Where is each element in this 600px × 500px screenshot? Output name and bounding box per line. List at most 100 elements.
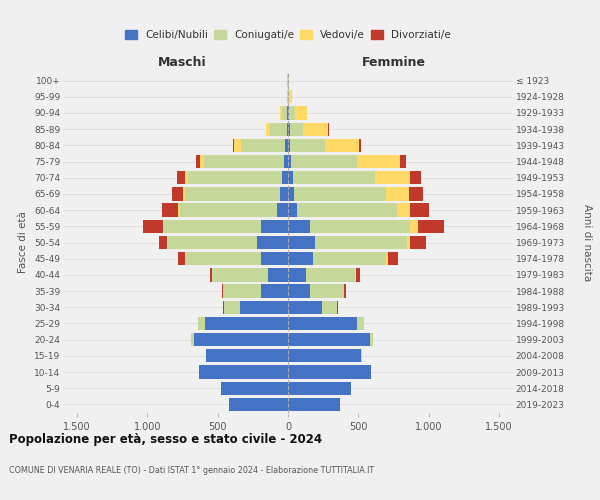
Bar: [212, 268, 268, 281]
Bar: [222, 284, 223, 298]
Bar: [410, 236, 427, 249]
Bar: [288, 188, 295, 200]
Bar: [355, 268, 356, 281]
Bar: [160, 236, 167, 249]
Bar: [359, 138, 361, 152]
Bar: [386, 252, 388, 266]
Text: Popolazione per età, sesso e stato civile - 2024: Popolazione per età, sesso e stato civil…: [9, 432, 322, 446]
Bar: [200, 155, 204, 168]
Bar: [266, 122, 271, 136]
Bar: [358, 155, 400, 168]
Bar: [287, 106, 288, 120]
Bar: [260, 284, 288, 298]
Bar: [162, 204, 178, 217]
Bar: [310, 220, 410, 233]
Bar: [205, 317, 288, 330]
Bar: [290, 122, 303, 136]
Bar: [280, 188, 288, 200]
Bar: [288, 171, 293, 184]
Bar: [376, 171, 410, 184]
Bar: [224, 300, 240, 314]
Bar: [183, 188, 185, 200]
Bar: [288, 155, 291, 168]
Bar: [288, 106, 289, 120]
Bar: [286, 138, 288, 152]
Bar: [400, 155, 406, 168]
Bar: [257, 236, 288, 249]
Bar: [288, 236, 316, 249]
Bar: [288, 122, 290, 136]
Bar: [288, 366, 371, 378]
Bar: [260, 252, 288, 266]
Bar: [261, 220, 288, 233]
Bar: [288, 252, 313, 266]
Bar: [204, 155, 284, 168]
Bar: [410, 171, 421, 184]
Bar: [223, 284, 260, 298]
Bar: [221, 382, 288, 395]
Bar: [397, 204, 410, 217]
Bar: [178, 204, 180, 217]
Bar: [233, 138, 235, 152]
Bar: [316, 236, 407, 249]
Bar: [185, 188, 280, 200]
Legend: Celibi/Nubili, Coniugati/e, Vedovi/e, Divorziati/e: Celibi/Nubili, Coniugati/e, Vedovi/e, Di…: [125, 30, 451, 40]
Bar: [297, 204, 397, 217]
Text: Maschi: Maschi: [158, 56, 207, 70]
Bar: [386, 188, 409, 200]
Bar: [199, 366, 288, 378]
Bar: [282, 106, 287, 120]
Bar: [418, 220, 444, 233]
Bar: [206, 349, 288, 362]
Bar: [168, 236, 257, 249]
Bar: [164, 220, 261, 233]
Y-axis label: Fasce di età: Fasce di età: [19, 212, 28, 274]
Bar: [288, 268, 305, 281]
Bar: [407, 236, 410, 249]
Bar: [289, 106, 295, 120]
Bar: [284, 155, 288, 168]
Bar: [229, 398, 288, 411]
Bar: [198, 317, 205, 330]
Bar: [288, 300, 322, 314]
Text: COMUNE DI VENARIA REALE (TO) - Dati ISTAT 1° gennaio 2024 - Elaborazione TUTTITA: COMUNE DI VENARIA REALE (TO) - Dati ISTA…: [9, 466, 374, 475]
Bar: [290, 138, 325, 152]
Bar: [288, 204, 297, 217]
Bar: [328, 122, 329, 136]
Bar: [194, 333, 288, 346]
Bar: [191, 333, 194, 346]
Y-axis label: Anni di nascita: Anni di nascita: [581, 204, 592, 281]
Bar: [172, 188, 183, 200]
Bar: [280, 106, 282, 120]
Bar: [143, 220, 163, 233]
Bar: [180, 204, 277, 217]
Bar: [325, 138, 359, 152]
Bar: [370, 333, 373, 346]
Bar: [288, 349, 361, 362]
Bar: [295, 106, 307, 120]
Bar: [288, 317, 357, 330]
Bar: [357, 317, 364, 330]
Bar: [240, 300, 288, 314]
Bar: [409, 188, 423, 200]
Bar: [303, 122, 328, 136]
Bar: [188, 171, 283, 184]
Bar: [288, 284, 310, 298]
Bar: [241, 138, 286, 152]
Bar: [322, 300, 337, 314]
Bar: [289, 90, 292, 104]
Bar: [356, 268, 359, 281]
Bar: [283, 171, 288, 184]
Bar: [291, 155, 358, 168]
Bar: [288, 220, 310, 233]
Bar: [344, 284, 346, 298]
Bar: [178, 252, 185, 266]
Text: Femmine: Femmine: [361, 56, 425, 70]
Bar: [235, 138, 241, 152]
Bar: [288, 138, 290, 152]
Bar: [288, 398, 340, 411]
Bar: [295, 188, 386, 200]
Bar: [209, 268, 212, 281]
Bar: [388, 252, 398, 266]
Bar: [305, 268, 355, 281]
